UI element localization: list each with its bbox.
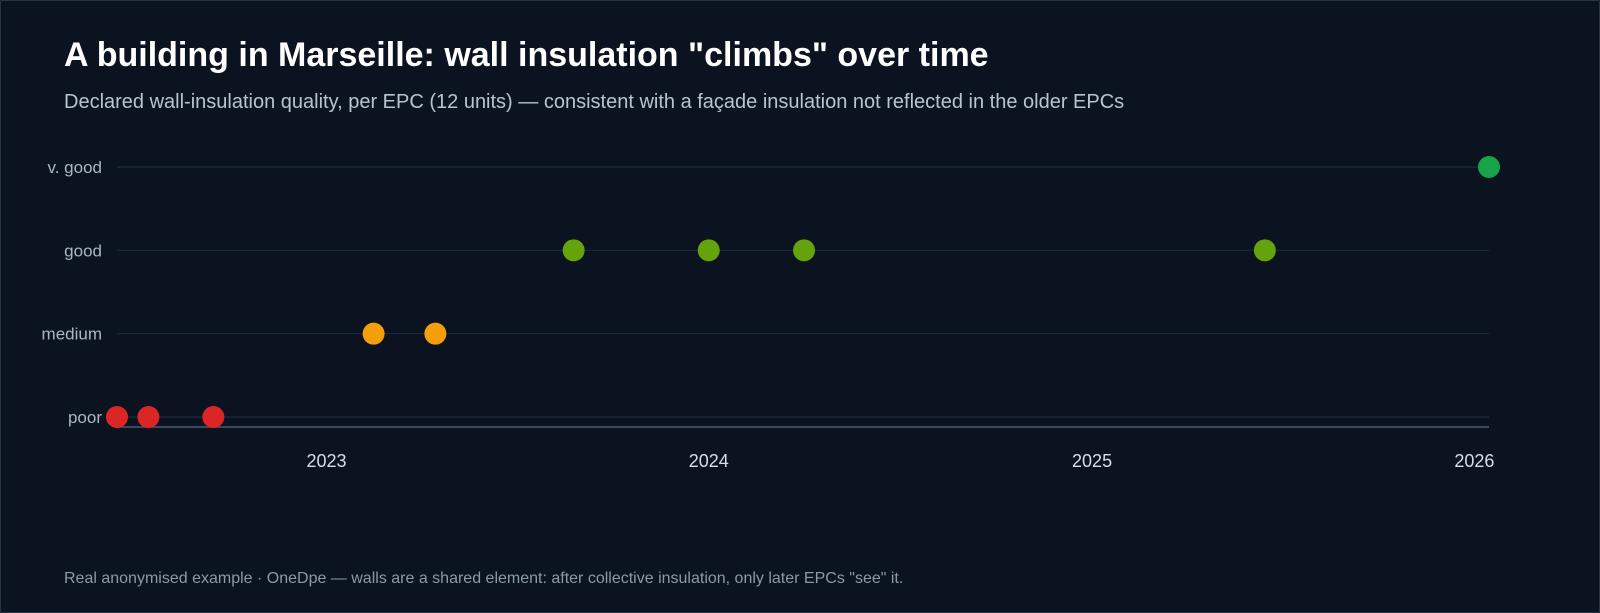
x-tick-label: 2026 <box>1454 451 1494 471</box>
x-axis-labels: 2023 2024 2025 2026 <box>306 451 1494 471</box>
data-point <box>793 239 816 262</box>
chart-footer: Real anonymised example · OneDpe — walls… <box>64 570 904 587</box>
data-point <box>202 406 225 428</box>
y-axis-labels: poor medium good v. good <box>42 158 103 427</box>
chart-subtitle: Declared wall-insulation quality, per EP… <box>64 91 1125 113</box>
data-point <box>562 239 585 262</box>
data-point <box>697 239 720 262</box>
x-tick-label: 2023 <box>306 451 346 471</box>
chart-title: A building in Marseille: wall insulation… <box>64 36 989 74</box>
data-point <box>424 322 447 345</box>
y-tick-label: poor <box>68 408 102 427</box>
data-point <box>1253 239 1276 262</box>
y-tick-label: medium <box>42 325 102 344</box>
x-tick-label: 2024 <box>689 451 729 471</box>
y-tick-label: good <box>64 241 102 260</box>
data-point <box>362 322 385 345</box>
x-tick-label: 2025 <box>1072 451 1112 471</box>
y-tick-label: v. good <box>47 158 102 177</box>
gridlines <box>117 166 1489 418</box>
data-point <box>1478 156 1500 178</box>
data-point <box>106 406 128 428</box>
data-points <box>106 156 1500 428</box>
data-point <box>137 406 160 428</box>
